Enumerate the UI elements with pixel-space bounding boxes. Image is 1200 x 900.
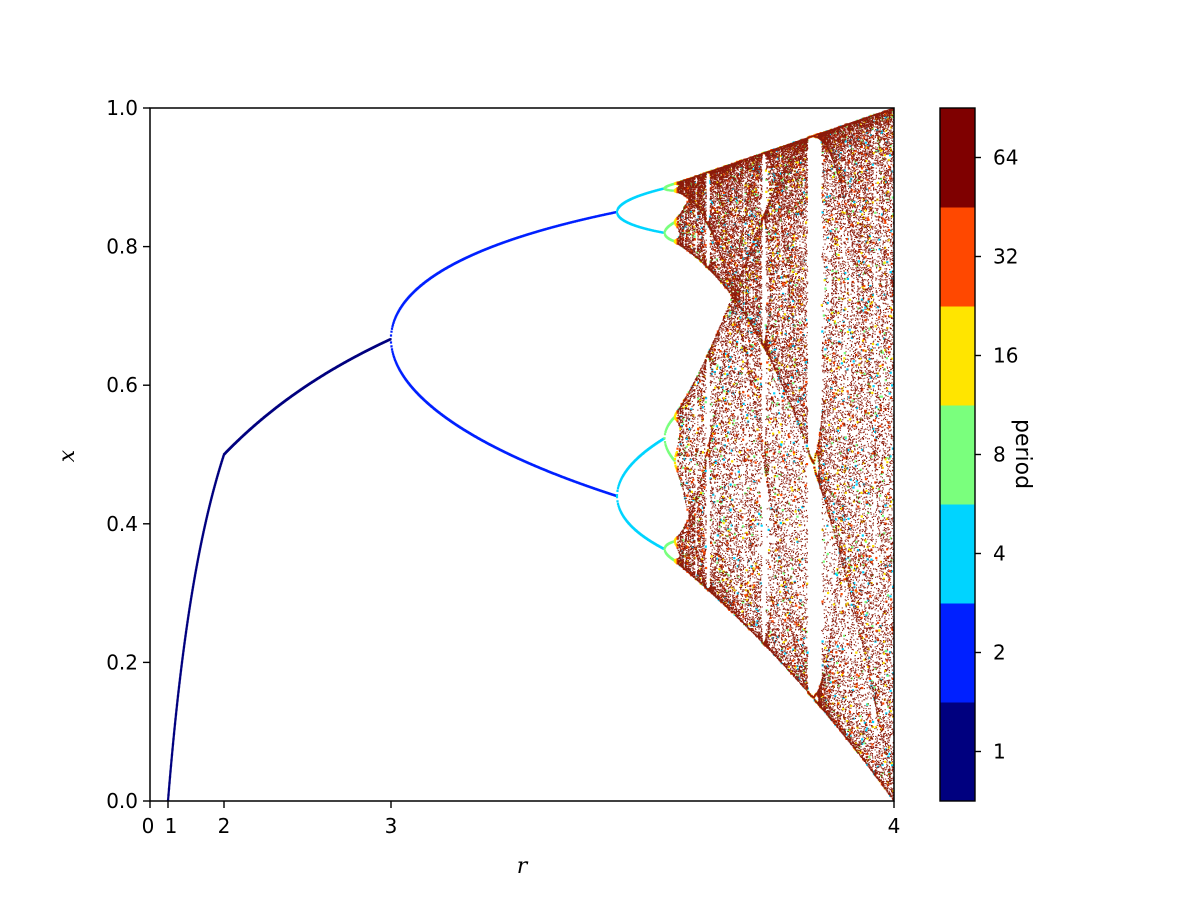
colorbar-segment [940, 306, 975, 406]
y-tick-label: 0.6 [106, 373, 138, 397]
y-tick-label: 1.0 [106, 96, 138, 120]
x-tick-label: 4 [888, 814, 901, 838]
colorbar-frame [939, 107, 976, 802]
colorbar-tick-label: 16 [993, 344, 1018, 368]
y-tick-label: 0.2 [106, 650, 138, 674]
colorbar-tick-label: 1 [993, 740, 1006, 764]
colorbar-segment [940, 504, 975, 604]
data-points [677, 108, 894, 801]
x-tick-label: 0 [142, 814, 155, 838]
data-points [389, 211, 618, 497]
y-axis: 0.0 0.2 0.4 0.6 0.8 1.0 [106, 96, 150, 813]
plot-frame [149, 107, 895, 802]
x-tick-label: 3 [385, 814, 398, 838]
y-tick-label: 0.8 [106, 235, 138, 259]
colorbar-tick-label: 64 [993, 146, 1018, 170]
colorbar-tick-label: 32 [993, 245, 1018, 269]
colorbar-tick-label: 2 [993, 641, 1006, 665]
colorbar-label: period [1010, 419, 1035, 489]
y-axis-label: x [55, 449, 80, 462]
colorbar: 1 2 4 8 16 32 64 [939, 107, 1018, 802]
data-points [676, 110, 894, 797]
fixed-point-branch [166, 337, 392, 801]
colorbar-segment [940, 108, 975, 208]
y-tick-label: 0.4 [106, 512, 138, 536]
x-axis-label: r [517, 854, 529, 879]
colorbar-tick-label: 8 [993, 443, 1006, 467]
colorbar-segment [940, 207, 975, 307]
y-tick-label: 0.0 [106, 789, 138, 813]
colorbar-segment [940, 405, 975, 505]
plot-area [166, 108, 894, 801]
x-tick-label: 2 [218, 814, 231, 838]
colorbar-segment [940, 702, 975, 802]
colorbar-tick-label: 4 [993, 542, 1006, 566]
colorbar-segment [940, 603, 975, 703]
x-tick-label: 1 [165, 814, 178, 838]
data-points [615, 110, 894, 797]
